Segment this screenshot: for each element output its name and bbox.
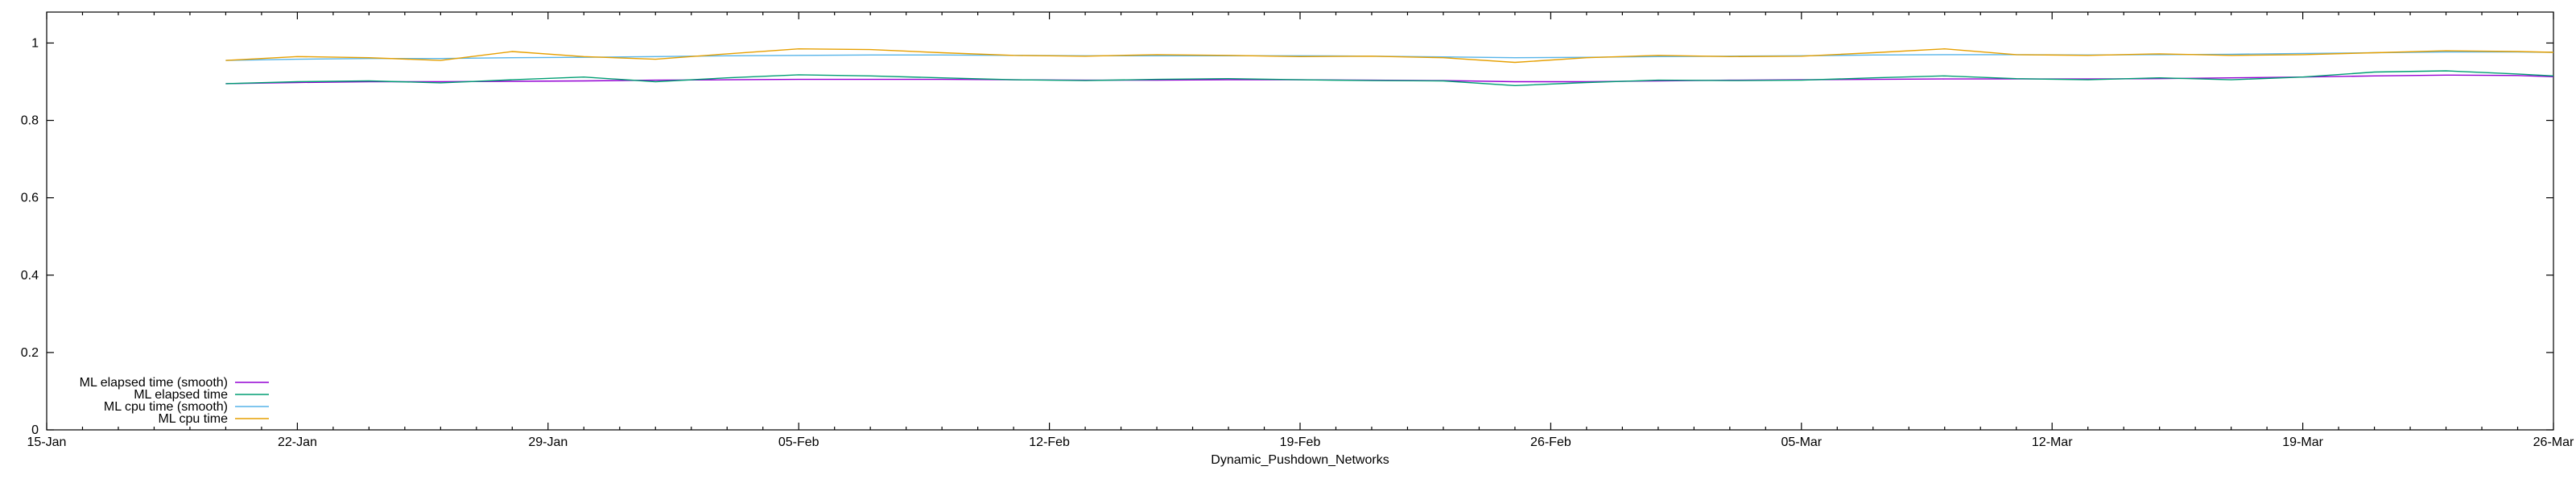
x-tick-label: 05-Feb bbox=[778, 436, 819, 449]
x-tick-label: 12-Mar bbox=[2032, 436, 2073, 449]
y-tick-label: 0 bbox=[31, 423, 39, 437]
y-tick-labels: 0 0.2 0.4 0.6 0.8 1 bbox=[21, 36, 39, 437]
plot-frame bbox=[46, 11, 2554, 431]
x-tick-label: 26-Feb bbox=[1530, 436, 1571, 449]
x-tick-label: 15-Jan bbox=[27, 436, 67, 449]
x-tick-label: 26-Mar bbox=[2533, 436, 2574, 449]
legend-label: ML elapsed time bbox=[134, 388, 228, 402]
y-tick-label: 1 bbox=[31, 36, 39, 50]
axis-ticks bbox=[46, 12, 2554, 431]
x-tick-label: 05-Mar bbox=[1781, 436, 1822, 449]
series-line-3 bbox=[225, 47, 2554, 64]
x-tick-label: 29-Jan bbox=[528, 436, 568, 449]
y-tick-label: 0.2 bbox=[21, 346, 39, 360]
y-tick-label: 0.8 bbox=[21, 114, 39, 128]
series-lines bbox=[225, 47, 2554, 87]
x-tick-label: 19-Mar bbox=[2282, 436, 2323, 449]
legend-label: ML elapsed time (smooth) bbox=[80, 376, 228, 390]
x-tick-label: 19-Feb bbox=[1280, 436, 1321, 449]
y-tick-label: 0.6 bbox=[21, 192, 39, 205]
x-tick-label: 12-Feb bbox=[1029, 436, 1070, 449]
legend-label: ML cpu time bbox=[158, 412, 228, 426]
x-tick-labels: 15-Jan 22-Jan 29-Jan 05-Feb 12-Feb 19-Feb 26-F… bbox=[27, 436, 2574, 449]
y-tick-label: 0.4 bbox=[21, 269, 39, 283]
legend: ML elapsed time (smooth)ML elapsed timeM… bbox=[80, 376, 269, 426]
series-line-1 bbox=[225, 70, 2554, 87]
legend-label: ML cpu time (smooth) bbox=[104, 400, 228, 414]
x-axis-label: Dynamic_Pushdown_Networks bbox=[1211, 453, 1389, 467]
x-tick-label: 22-Jan bbox=[278, 436, 317, 449]
